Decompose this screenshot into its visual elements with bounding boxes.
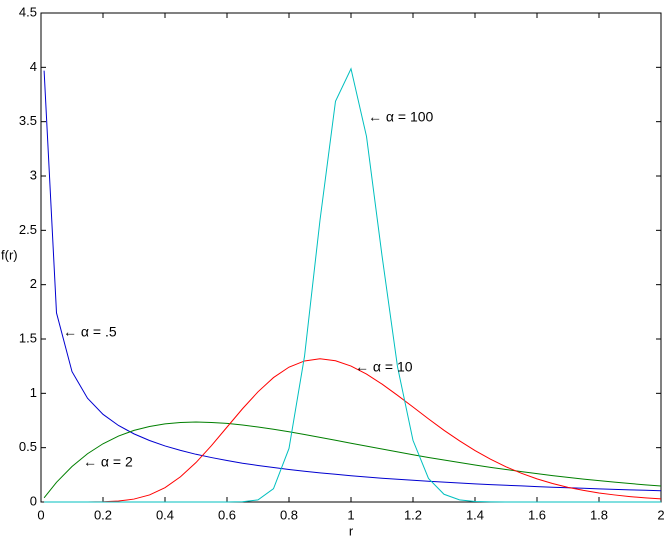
x-axis-label: r (349, 523, 354, 538)
y-tick-label: 3 (30, 167, 37, 182)
y-tick-label: 3.5 (19, 113, 37, 128)
y-tick-label: 1 (30, 385, 37, 400)
x-tick-label: 1.2 (404, 507, 422, 522)
plot-frame (40, 12, 662, 503)
series-line (44, 358, 662, 503)
y-tick-label: 4 (30, 59, 37, 74)
annotation: ← α = 2 (83, 454, 133, 470)
x-tick-label: 0 (37, 507, 44, 522)
x-tick-label: 0.6 (218, 507, 236, 522)
series-line (43, 70, 662, 492)
y-tick-label: 0 (30, 493, 37, 508)
x-tick-label: 1.4 (466, 507, 484, 522)
x-tick-label: 1.6 (528, 507, 546, 522)
y-tick-label: 4.5 (19, 4, 37, 19)
x-tick-label: 0.2 (94, 507, 112, 522)
x-tick-label: 0.8 (280, 507, 298, 522)
annotation: ← α = 100 (368, 109, 434, 125)
y-axis-label: f(r) (1, 247, 18, 262)
y-tick-label: 1.5 (19, 330, 37, 345)
annotation: ← α = 10 (355, 359, 413, 375)
annotation: ← α = .5 (63, 324, 117, 340)
y-tick-label: 2.5 (19, 222, 37, 237)
series-line (43, 421, 662, 499)
y-tick-label: 2 (30, 276, 37, 291)
y-tick-label: 0.5 (19, 439, 37, 454)
x-tick-label: 1.8 (590, 507, 608, 522)
x-tick-label: 2 (657, 507, 664, 522)
x-tick-label: 1 (347, 507, 354, 522)
x-tick-label: 0.4 (156, 507, 174, 522)
series-line (44, 67, 661, 503)
